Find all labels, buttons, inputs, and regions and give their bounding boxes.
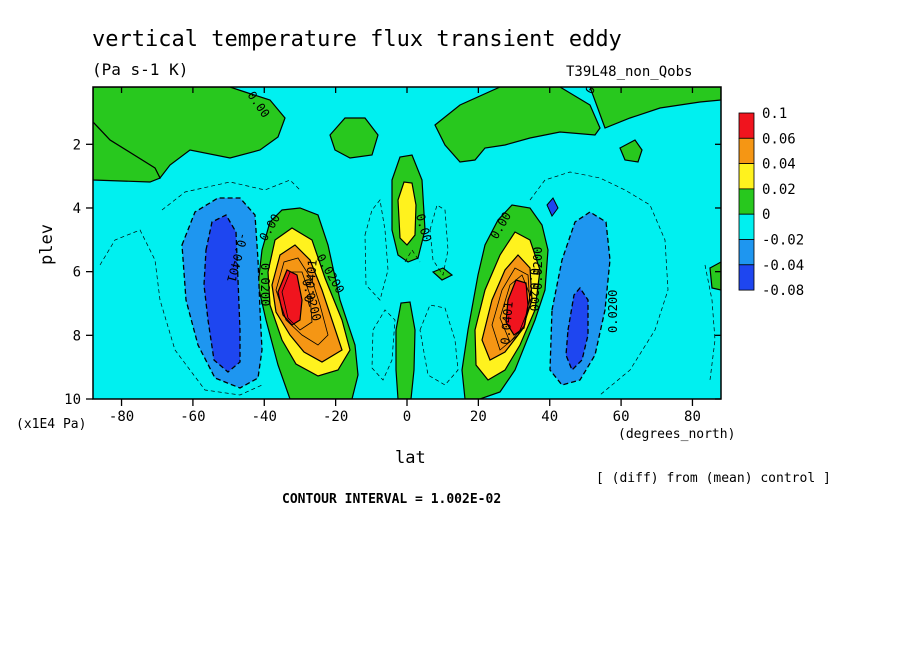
x-axis: -80 -60 -40 -20 0 20 40 60 80 <box>109 87 701 425</box>
colorbar-label: 0 <box>762 207 770 223</box>
blue-right-small <box>546 197 559 217</box>
contour-field: 0.00 0.00 0.00 0.00 0.0200 0.0200 0.0200… <box>93 64 721 399</box>
colorbar-label: 0.1 <box>762 106 787 122</box>
contour-label: 0.0200 <box>606 290 620 333</box>
x-tick-label: -60 <box>180 409 205 425</box>
x-tick-label: -80 <box>109 409 134 425</box>
x-tick-label: 0 <box>403 409 411 425</box>
green-top-far <box>589 87 721 129</box>
green-top-left2 <box>93 87 161 183</box>
y-tick-label: 10 <box>64 392 81 408</box>
colorbar-label: 0.02 <box>762 182 796 198</box>
y-tick-label: 4 <box>73 201 81 217</box>
colorbar-label: -0.08 <box>762 283 804 299</box>
y-tick-label: 6 <box>73 265 81 281</box>
colorbar-swatch <box>738 137 755 165</box>
green-sliver-right <box>709 261 721 291</box>
contour-label: 0.0401 <box>302 259 320 303</box>
green-small-right <box>619 139 643 163</box>
dashed-contours <box>99 171 716 396</box>
contour-label: 0.0200 <box>531 247 545 290</box>
x-tick-label: 20 <box>470 409 487 425</box>
contours-left-lobe <box>275 257 329 346</box>
yellow-center <box>397 181 417 246</box>
colorbar-label: 0.06 <box>762 131 796 147</box>
run-label: T39L48_non_Qobs <box>566 64 692 80</box>
chart-units: (Pa s-1 K) <box>92 60 188 79</box>
contour-label: 0.0200 <box>527 268 541 311</box>
colorbar-swatch <box>738 163 755 190</box>
contour-label: 0.00 <box>582 64 609 96</box>
red-right-lobe <box>505 279 529 336</box>
colorbar-label: -0.02 <box>762 233 804 249</box>
contour-label: 0.0401 <box>498 301 516 345</box>
y-tick-label: 8 <box>73 328 81 344</box>
chart-title: vertical temperature flux transient eddy <box>92 27 622 52</box>
colorbar: 0.1 0.06 0.04 0.02 0 -0.02 -0.04 -0.08 <box>738 106 804 299</box>
blue-left-inner <box>203 214 241 373</box>
green-blob-mid <box>431 267 454 281</box>
colorbar-swatch <box>738 264 755 291</box>
colorbar-label: 0.04 <box>762 157 796 173</box>
diff-note: [ (diff) from (mean) control ] <box>596 471 831 486</box>
green-top-mid <box>329 117 379 159</box>
colorbar-swatch <box>738 112 755 139</box>
blue-right-inner <box>565 286 589 372</box>
x-tick-label: -20 <box>323 409 348 425</box>
green-center-lower <box>395 301 416 399</box>
green-top-right <box>434 87 601 163</box>
x-tick-label: 60 <box>613 409 630 425</box>
colorbar-label: -0.04 <box>762 258 804 274</box>
y-axis-label: plev <box>37 224 57 265</box>
y-tick-label: 2 <box>73 137 81 153</box>
contour-label: 0.0200 <box>258 263 272 306</box>
x-axis-label: lat <box>395 448 426 468</box>
y-axis: 2 4 6 8 10 <box>64 137 721 408</box>
colorbar-swatch <box>738 188 755 215</box>
colorbar-swatch <box>738 213 755 240</box>
colorbar-swatch <box>738 239 755 266</box>
x-tick-label: 80 <box>684 409 701 425</box>
contours-right-lobe <box>491 267 531 351</box>
y-axis-units: (x1E4 Pa) <box>16 417 86 432</box>
x-axis-units: (degrees_north) <box>618 427 735 442</box>
contour-interval-note: CONTOUR INTERVAL = 1.002E-02 <box>282 492 501 507</box>
x-tick-label: 40 <box>541 409 558 425</box>
x-tick-label: -40 <box>252 409 277 425</box>
